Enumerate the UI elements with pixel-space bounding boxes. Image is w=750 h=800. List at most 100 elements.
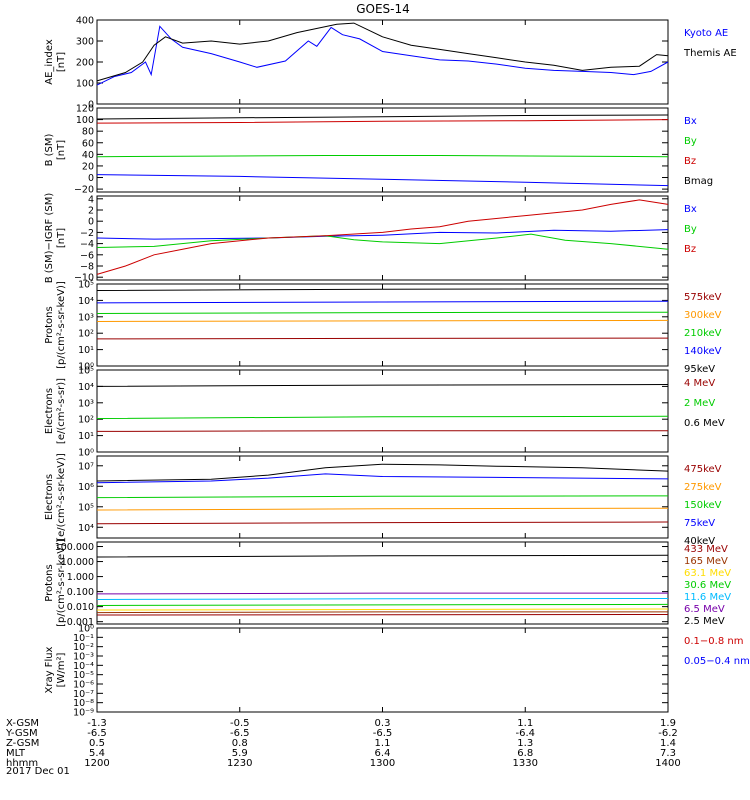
- y-axis-label: [p/(cm²-s-sr-keV)]: [56, 539, 67, 627]
- y-tick-label: 10²: [78, 329, 94, 340]
- legend-entry: Bx: [684, 116, 697, 127]
- series-line-2-mev: [96, 415, 669, 419]
- y-tick-label: 10⁴: [78, 296, 94, 307]
- series-line-150kev: [96, 495, 669, 499]
- y-axis-label: [p/(cm²-s-sr-keV)]: [56, 281, 67, 369]
- y-tick-label: 4: [88, 194, 94, 205]
- legend-entry: Themis AE: [683, 48, 737, 59]
- y-tick-label: 10⁰: [78, 624, 94, 635]
- ephemeris-value: 7.3: [660, 748, 676, 759]
- y-tick-label: 60: [82, 138, 94, 149]
- y-axis-label: Electrons: [44, 474, 55, 520]
- series-line-95kev: [96, 288, 669, 291]
- series-line-63-1-mev: [96, 608, 669, 611]
- y-tick-label: 10⁻⁸: [73, 698, 94, 709]
- panel-frame: [96, 369, 669, 453]
- y-tick-label: 100: [76, 79, 94, 90]
- series-line-75kev: [96, 473, 669, 484]
- series-line-165-mev: [96, 611, 668, 614]
- ephemeris-value: -1.3: [87, 718, 107, 729]
- y-axis-label: Electrons: [44, 388, 55, 434]
- ephemeris-value: 0.8: [232, 738, 248, 749]
- ephemeris-value: 1.4: [660, 738, 676, 749]
- ephemeris-value: 6.8: [517, 748, 533, 759]
- legend-entry: 210keV: [684, 328, 722, 339]
- y-axis-label: AE_index: [44, 39, 55, 85]
- y-tick-label: 200: [76, 58, 94, 69]
- ephemeris-value: 1.1: [517, 718, 533, 729]
- legend-entry: By: [684, 136, 697, 147]
- legend-entry: 0.1−0.8 nm: [684, 636, 743, 647]
- y-tick-label: −2: [80, 228, 94, 239]
- y-tick-label: 300: [76, 37, 94, 48]
- panel-ae: 0 100 200 300 400 AE_index [nT] Kyoto AE Themis …: [44, 16, 737, 111]
- y-tick-label: 10⁻⁵: [73, 670, 94, 681]
- series-line-475kev: [96, 521, 669, 525]
- ephemeris-value: 1400: [655, 758, 680, 769]
- ephemeris-label: hhmm: [6, 758, 38, 769]
- y-axis-label: [e/(cm²-s-sr)]: [56, 378, 67, 444]
- ephemeris-value: 1.3: [517, 738, 533, 749]
- y-axis-label: [e/(cm²-s-sr-keV)]: [56, 453, 67, 541]
- y-tick-label: 10⁰: [78, 362, 94, 373]
- legend-entry: 0.6 MeV: [684, 418, 725, 429]
- legend-entry: 75keV: [684, 518, 715, 529]
- ephemeris-value: -6.5: [230, 728, 250, 739]
- y-axis-label: [W/m²]: [56, 652, 67, 687]
- panel-frame: [96, 19, 669, 105]
- series-line-bz: [96, 119, 669, 124]
- ephemeris-value: -6.5: [87, 728, 107, 739]
- y-tick-label: 400: [76, 16, 94, 27]
- y-axis-label: Protons: [44, 306, 55, 343]
- y-tick-label: 0: [88, 217, 94, 228]
- y-tick-label: 0: [88, 173, 94, 184]
- ephemeris-value: -6.4: [515, 728, 535, 739]
- series-line-140kev: [96, 300, 669, 304]
- y-tick-label: 10⁵: [78, 280, 94, 291]
- legend-entry: Bmag: [684, 176, 713, 187]
- y-axis-label: [nT]: [56, 140, 67, 160]
- legend-entry: 433 MeV: [684, 544, 728, 555]
- y-tick-label: −6: [80, 250, 94, 261]
- ephemeris-label: Z-GSM: [6, 738, 39, 749]
- legend-entry: 475keV: [684, 464, 722, 475]
- series-line-bmag: [96, 114, 669, 120]
- panel-frame: [96, 195, 669, 281]
- legend-entry: 40keV: [684, 536, 715, 547]
- y-tick-label: 0: [88, 100, 94, 111]
- legend-entry: 150keV: [684, 500, 722, 511]
- legend-entry: 2.5 MeV: [684, 616, 725, 627]
- legend-entry: 95keV: [684, 364, 715, 375]
- y-tick-label: 10⁻³: [73, 652, 94, 663]
- legend-entry: 275keV: [684, 482, 722, 493]
- ephemeris-value: 5.9: [232, 748, 248, 759]
- footer-ephemeris: X-GSM -1.3 -0.5 0.3 1.1 1.9 Y-GSM -6.5 -6.5 -6.5 -…: [5, 718, 681, 769]
- legend-entry: 165 MeV: [684, 556, 728, 567]
- legend-entry: 11.6 MeV: [684, 592, 731, 603]
- y-tick-label: 2: [88, 206, 94, 217]
- y-tick-label: 100.000: [55, 542, 94, 553]
- plot-title: GOES-14: [356, 2, 410, 16]
- y-tick-label: 1.000: [67, 572, 94, 583]
- y-axis-label: [nT]: [56, 52, 67, 72]
- legend-entry: Kyoto AE: [684, 28, 728, 39]
- series-line-300kev: [96, 319, 669, 322]
- y-axis-label: Protons: [44, 564, 55, 601]
- y-tick-label: 10⁻¹: [73, 633, 94, 644]
- ephemeris-value: -0.5: [230, 718, 250, 729]
- ephemeris-label: MLT: [6, 748, 26, 759]
- legend-entry: 2 MeV: [684, 398, 715, 409]
- panel-protons: 10⁰ 10¹ 10² 10³ 10⁴ 10⁵ Protons [p/(cm²-s-sr-ke…: [44, 280, 722, 376]
- plot-date: 2017 Dec 01: [6, 766, 70, 777]
- y-tick-label: 0.010: [67, 602, 94, 613]
- ephemeris-value: 1.1: [375, 738, 391, 749]
- y-tick-label: −4: [80, 239, 94, 250]
- panel-frame: [96, 283, 669, 367]
- series-line-40kev: [96, 463, 669, 482]
- y-tick-label: −8: [80, 262, 94, 273]
- legend-entry: 575keV: [684, 292, 722, 303]
- y-axis-label: [nT]: [56, 228, 67, 248]
- y-tick-label: 10⁴: [78, 523, 94, 534]
